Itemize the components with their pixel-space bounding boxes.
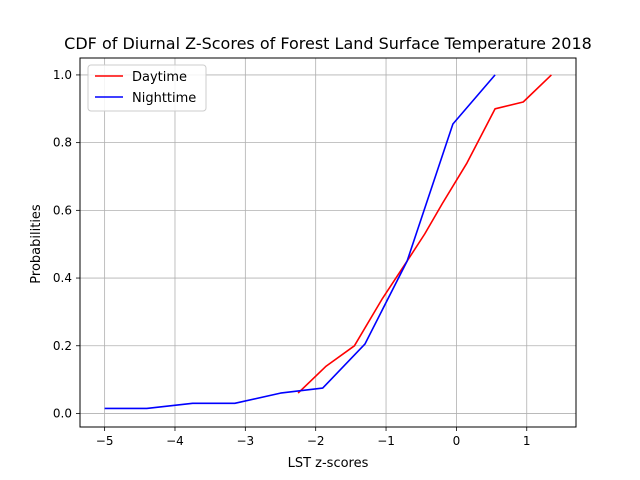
x-tick-label: 0 (453, 434, 461, 448)
plot-frame (79, 57, 577, 428)
y-tick-label: 0.4 (53, 271, 72, 285)
y-tick-label: 0.0 (53, 406, 72, 420)
chart-title: CDF of Diurnal Z-Scores of Forest Land S… (64, 34, 592, 53)
series-line-nighttime (104, 74, 496, 410)
ticks: −5 −4 −3 −2 −1 0 1 0.0 0.2 0.4 0.6 0.8 1.0 (53, 68, 531, 448)
series-line-daytime (297, 74, 552, 394)
y-tick-label: 0.6 (53, 203, 72, 217)
legend-label-daytime: Daytime (132, 70, 187, 85)
x-axis-label: LST z-scores (288, 456, 369, 471)
grid (80, 58, 576, 427)
x-tick-label: −3 (236, 434, 254, 448)
x-tick-label: −2 (307, 434, 325, 448)
legend-label-nighttime: Nighttime (132, 91, 196, 106)
x-tick-label: 1 (523, 434, 531, 448)
legend: Daytime Nighttime (87, 64, 207, 112)
series-lines (104, 74, 552, 410)
x-tick-label: −4 (166, 434, 184, 448)
y-tick-label: 0.2 (53, 339, 72, 353)
x-tick-label: −1 (377, 434, 395, 448)
y-tick-label: 1.0 (53, 68, 72, 82)
y-tick-label: 0.8 (53, 136, 72, 150)
x-tick-label: −5 (96, 434, 114, 448)
y-axis-label: Probabilities (29, 204, 44, 284)
